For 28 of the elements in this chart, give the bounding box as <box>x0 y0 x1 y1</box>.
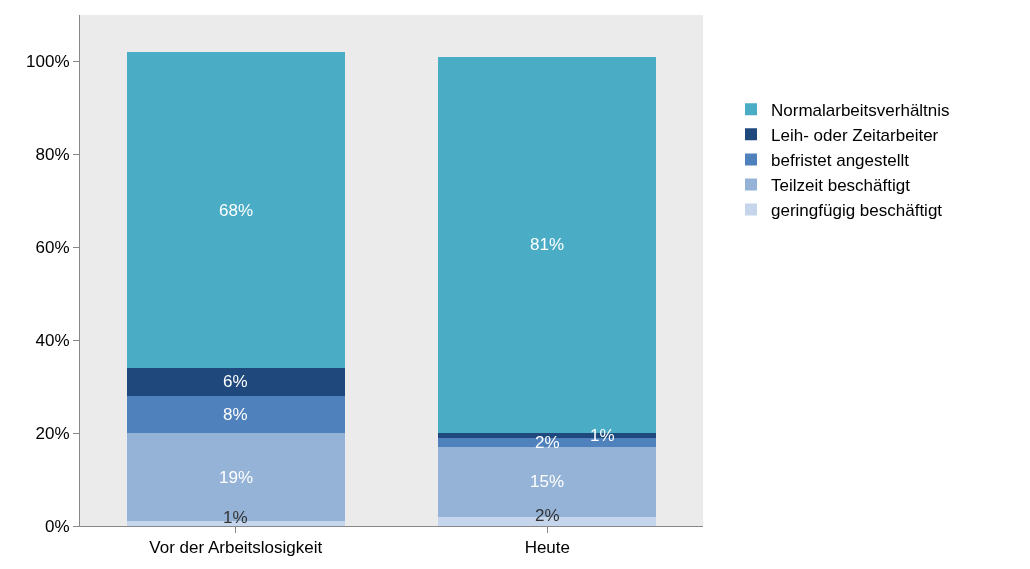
data-label: 8% <box>223 405 248 424</box>
bar <box>126 395 345 434</box>
x-tick-label: Vor der Arbeitslosigkeit <box>149 538 323 558</box>
data-label: 19% <box>219 468 254 487</box>
data-label: 68% <box>219 201 254 220</box>
legend-label: befristet angestellt <box>771 151 910 171</box>
bar <box>126 368 345 396</box>
data-label: 81% <box>530 235 565 254</box>
data-label: 1% <box>223 508 248 527</box>
legend-label: geringfügig beschäftigt <box>771 201 943 221</box>
data-label: 15% <box>530 472 565 491</box>
legend-label: Normalarbeitsverhältnis <box>771 100 950 120</box>
legend-label: Teilzeit beschäftigt <box>771 176 911 196</box>
y-tick-label: 0% <box>45 516 70 536</box>
x-tick-label: Heute <box>524 538 571 558</box>
data-label: 2% <box>535 506 560 525</box>
y-tick-label: 80% <box>35 145 70 165</box>
bar <box>126 521 345 526</box>
bar <box>126 52 345 369</box>
data-label: 2% <box>535 433 560 452</box>
data-label: 6% <box>223 372 248 391</box>
y-tick-label: 60% <box>35 238 70 258</box>
y-tick-label: 40% <box>35 331 70 351</box>
data-label: 1% <box>590 426 615 445</box>
bar <box>126 433 345 522</box>
y-tick-label: 100% <box>26 52 70 72</box>
legend-label: Leih- oder Zeitarbeiter <box>771 125 939 145</box>
y-tick-label: 20% <box>35 424 70 444</box>
